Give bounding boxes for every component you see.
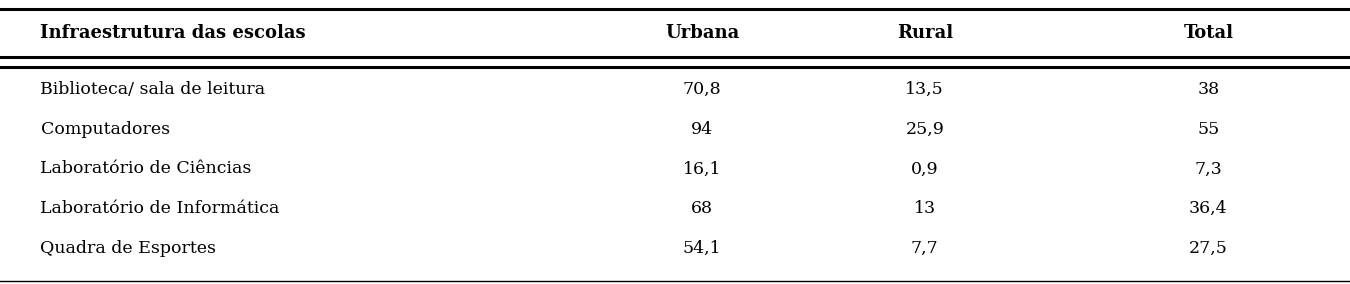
- Text: Urbana: Urbana: [664, 24, 740, 42]
- Text: Infraestrutura das escolas: Infraestrutura das escolas: [40, 24, 306, 42]
- Text: 25,9: 25,9: [906, 121, 944, 138]
- Text: Computadores: Computadores: [40, 121, 170, 138]
- Text: 27,5: 27,5: [1189, 240, 1227, 257]
- Text: Total: Total: [1183, 24, 1234, 42]
- Text: 7,7: 7,7: [911, 240, 938, 257]
- Text: 70,8: 70,8: [683, 81, 721, 98]
- Text: 38: 38: [1197, 81, 1219, 98]
- Text: 54,1: 54,1: [683, 240, 721, 257]
- Text: 55: 55: [1197, 121, 1219, 138]
- Text: 13: 13: [914, 200, 936, 217]
- Text: Laboratório de Ciências: Laboratório de Ciências: [40, 160, 252, 178]
- Text: Laboratório de Informática: Laboratório de Informática: [40, 200, 279, 217]
- Text: 94: 94: [691, 121, 713, 138]
- Text: 16,1: 16,1: [683, 160, 721, 178]
- Text: Quadra de Esportes: Quadra de Esportes: [40, 240, 216, 257]
- Text: 36,4: 36,4: [1189, 200, 1227, 217]
- Text: Rural: Rural: [896, 24, 953, 42]
- Text: Biblioteca/ sala de leitura: Biblioteca/ sala de leitura: [40, 81, 266, 98]
- Text: 7,3: 7,3: [1195, 160, 1222, 178]
- Text: 13,5: 13,5: [906, 81, 944, 98]
- Text: 68: 68: [691, 200, 713, 217]
- Text: 0,9: 0,9: [911, 160, 938, 178]
